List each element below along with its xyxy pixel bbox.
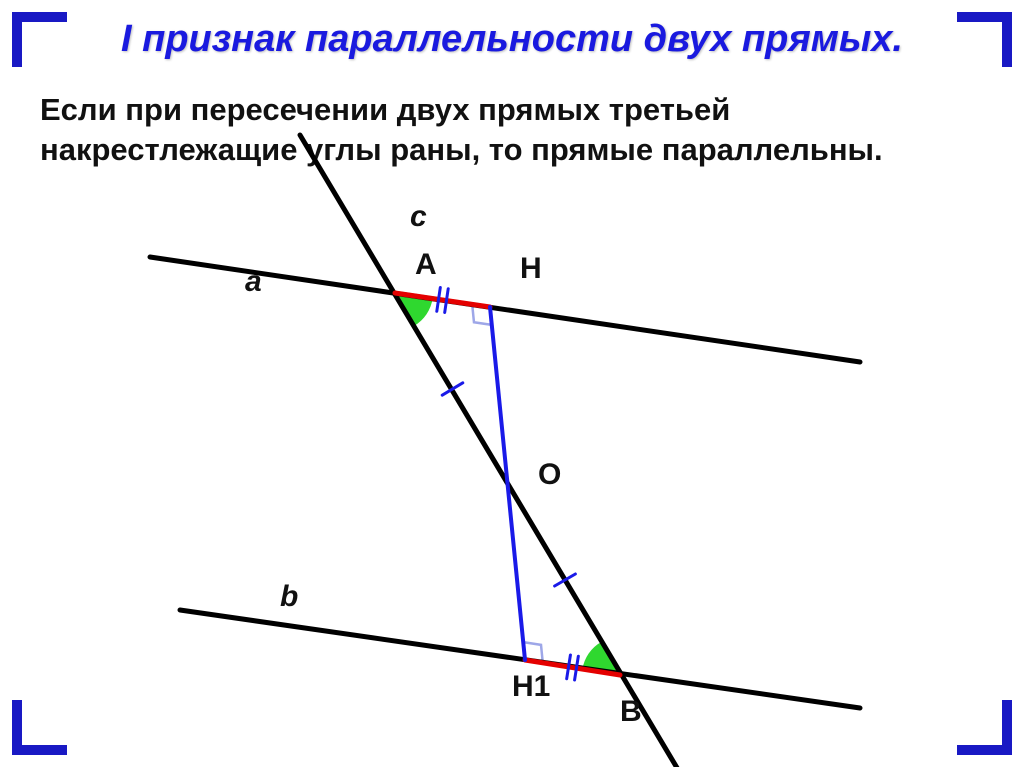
label-O: O [538,458,561,492]
label-c: c [410,200,427,234]
label-A: A [415,248,437,282]
label-a: a [245,265,262,299]
theorem-text: Если при пересечении двух прямых третьей… [40,90,984,171]
label-b: b [280,580,298,614]
label-H1-sub: 1 [534,670,551,703]
diagram-svg [120,210,900,740]
corner-bl [12,700,67,755]
label-B: B [620,695,642,729]
page-title: I признак параллельности двух прямых. [0,18,1024,61]
label-H1-main: H [512,670,534,703]
label-H: H [520,252,542,286]
geometry-diagram: c a A H O b H1 B [120,210,900,740]
label-H1: H1 [512,670,550,704]
corner-br [957,700,1012,755]
